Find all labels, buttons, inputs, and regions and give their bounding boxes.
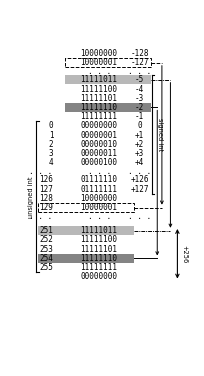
Text: 10000001: 10000001 xyxy=(81,203,118,212)
Text: 11111101: 11111101 xyxy=(81,94,118,103)
Text: +126: +126 xyxy=(130,175,149,184)
Text: -3: -3 xyxy=(135,94,144,103)
Text: . . .: . . . xyxy=(128,67,151,76)
Text: 3: 3 xyxy=(49,149,53,158)
Text: 00000100: 00000100 xyxy=(81,158,118,167)
Text: . . .: . . . xyxy=(128,212,151,221)
Text: 253: 253 xyxy=(40,245,53,254)
Text: 254: 254 xyxy=(40,254,53,263)
Text: -5: -5 xyxy=(135,75,144,84)
Bar xyxy=(38,254,134,263)
Text: 01111111: 01111111 xyxy=(81,185,118,194)
Text: 10000001: 10000001 xyxy=(81,58,118,67)
Text: 11111011: 11111011 xyxy=(81,226,118,235)
Text: 11111011: 11111011 xyxy=(81,75,118,84)
Bar xyxy=(65,103,151,112)
Text: 10000000: 10000000 xyxy=(81,194,118,203)
Text: +127: +127 xyxy=(130,185,149,194)
Text: unsigned int: unsigned int xyxy=(28,176,34,218)
Text: 126: 126 xyxy=(40,175,53,184)
Text: 2: 2 xyxy=(49,140,53,149)
Text: signed int: signed int xyxy=(157,118,163,151)
Text: -128: -128 xyxy=(130,49,149,58)
Text: . . .: . . . xyxy=(128,167,151,176)
Bar xyxy=(38,203,134,212)
Text: 10000000: 10000000 xyxy=(81,49,118,58)
Text: 11111111: 11111111 xyxy=(81,112,118,121)
Text: . . .: . . . xyxy=(29,167,52,176)
Text: 00000011: 00000011 xyxy=(81,149,118,158)
Bar xyxy=(65,58,151,67)
Text: -127: -127 xyxy=(130,58,149,67)
Bar xyxy=(65,75,151,84)
Text: 11111100: 11111100 xyxy=(81,235,118,244)
Text: 251: 251 xyxy=(40,226,53,235)
Text: 11111101: 11111101 xyxy=(81,245,118,254)
Text: +256: +256 xyxy=(181,245,187,263)
Text: 11111111: 11111111 xyxy=(81,263,118,272)
Text: +4: +4 xyxy=(135,158,144,167)
Text: 129: 129 xyxy=(40,203,53,212)
Text: 4: 4 xyxy=(49,158,53,167)
Text: +1: +1 xyxy=(135,131,144,140)
Text: . . .: . . . xyxy=(29,212,52,221)
Text: 0: 0 xyxy=(49,121,53,130)
Bar xyxy=(38,226,134,235)
Text: . . .: . . . xyxy=(88,212,111,221)
Text: 0: 0 xyxy=(137,121,142,130)
Text: +2: +2 xyxy=(135,140,144,149)
Text: 11111100: 11111100 xyxy=(81,85,118,94)
Text: 252: 252 xyxy=(40,235,53,244)
Text: 1: 1 xyxy=(49,131,53,140)
Text: . . .: . . . xyxy=(88,167,111,176)
Text: 255: 255 xyxy=(40,263,53,272)
Text: 11111110: 11111110 xyxy=(81,103,118,112)
Text: 01111110: 01111110 xyxy=(81,175,118,184)
Text: . . .: . . . xyxy=(88,67,111,76)
Text: -2: -2 xyxy=(135,103,144,112)
Text: -1: -1 xyxy=(135,112,144,121)
Text: +3: +3 xyxy=(135,149,144,158)
Text: 00000010: 00000010 xyxy=(81,140,118,149)
Text: 11111110: 11111110 xyxy=(81,254,118,263)
Text: -4: -4 xyxy=(135,85,144,94)
Text: 127: 127 xyxy=(40,185,53,194)
Text: 00000000: 00000000 xyxy=(81,121,118,130)
Text: 00000001: 00000001 xyxy=(81,131,118,140)
Text: 128: 128 xyxy=(40,194,53,203)
Text: 00000000: 00000000 xyxy=(81,272,118,281)
